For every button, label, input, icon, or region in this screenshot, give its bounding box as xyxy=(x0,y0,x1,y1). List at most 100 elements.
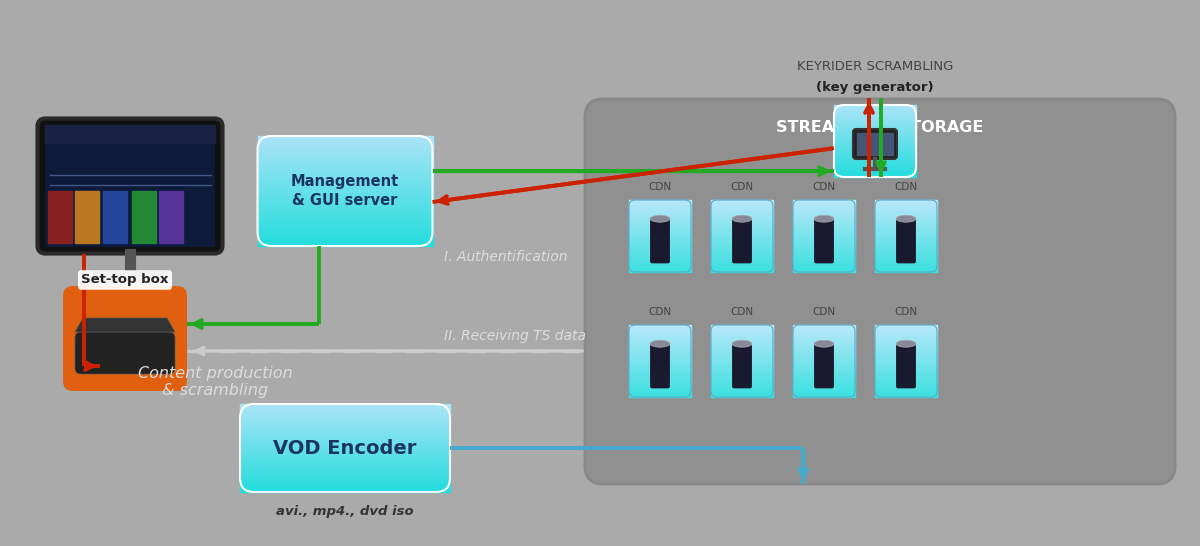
Bar xyxy=(258,166,432,169)
Bar xyxy=(875,207,937,209)
Bar xyxy=(240,435,450,437)
Bar xyxy=(710,330,773,332)
Bar xyxy=(875,384,937,386)
FancyBboxPatch shape xyxy=(896,219,916,263)
Bar xyxy=(629,352,691,354)
Bar xyxy=(834,137,916,139)
Ellipse shape xyxy=(896,340,916,347)
Bar xyxy=(793,256,856,258)
Bar xyxy=(710,211,773,212)
Bar xyxy=(793,212,856,215)
Bar xyxy=(875,395,937,397)
Bar xyxy=(875,234,937,236)
Text: CDN: CDN xyxy=(648,307,672,317)
Bar xyxy=(240,415,450,417)
Text: Content production
& scrambling: Content production & scrambling xyxy=(138,366,293,398)
Bar xyxy=(834,171,916,174)
Bar xyxy=(875,381,937,383)
Bar xyxy=(875,218,937,220)
Bar xyxy=(875,372,937,373)
Bar xyxy=(875,223,937,225)
Bar xyxy=(875,248,937,251)
Bar xyxy=(629,363,691,365)
Bar xyxy=(834,109,916,110)
Bar xyxy=(240,446,450,448)
Bar xyxy=(710,386,773,388)
Bar xyxy=(710,343,773,345)
Bar xyxy=(793,348,856,350)
Bar xyxy=(629,270,691,272)
Bar xyxy=(834,119,916,121)
Text: STREAMER & STORAGE: STREAMER & STORAGE xyxy=(776,120,984,134)
Bar xyxy=(258,207,432,210)
Bar xyxy=(629,256,691,258)
Bar xyxy=(76,191,100,242)
Text: CDN: CDN xyxy=(731,307,754,317)
Ellipse shape xyxy=(732,340,752,347)
Bar xyxy=(710,368,773,370)
Bar xyxy=(875,373,937,376)
Bar xyxy=(875,241,937,243)
Bar xyxy=(834,130,916,132)
Bar xyxy=(258,180,432,183)
Bar xyxy=(258,155,432,158)
Bar xyxy=(875,268,937,270)
Bar xyxy=(875,266,937,269)
Bar xyxy=(875,250,937,252)
Bar xyxy=(710,373,773,376)
Bar xyxy=(629,381,691,383)
Bar xyxy=(710,348,773,350)
Bar xyxy=(240,419,450,422)
Text: CDN: CDN xyxy=(894,307,918,317)
Bar xyxy=(629,336,691,337)
Bar xyxy=(629,232,691,234)
Bar xyxy=(793,390,856,391)
Bar xyxy=(240,437,450,439)
Bar xyxy=(629,393,691,395)
Bar xyxy=(240,417,450,419)
Ellipse shape xyxy=(650,340,670,347)
Bar xyxy=(258,221,432,224)
Bar xyxy=(875,391,937,394)
Bar xyxy=(629,345,691,347)
Bar xyxy=(710,359,773,361)
Bar xyxy=(258,177,432,180)
Bar xyxy=(710,346,773,348)
Text: CDN: CDN xyxy=(731,182,754,192)
Bar xyxy=(629,252,691,254)
Bar xyxy=(710,204,773,205)
Bar xyxy=(629,361,691,363)
Bar xyxy=(240,479,450,481)
Bar xyxy=(793,334,856,336)
Bar xyxy=(875,236,937,238)
Bar xyxy=(710,229,773,230)
Bar xyxy=(629,346,691,348)
Bar xyxy=(258,199,432,202)
Bar xyxy=(629,364,691,366)
Bar xyxy=(875,350,937,352)
Bar xyxy=(875,346,937,348)
Bar xyxy=(793,245,856,247)
Bar xyxy=(710,332,773,334)
Bar xyxy=(710,370,773,372)
Bar xyxy=(710,247,773,248)
Bar xyxy=(629,200,691,202)
Bar xyxy=(710,382,773,384)
Bar xyxy=(629,379,691,381)
Bar xyxy=(793,201,856,204)
Text: VOD Encoder: VOD Encoder xyxy=(274,438,416,458)
Bar xyxy=(629,265,691,266)
Bar xyxy=(834,144,916,146)
Bar xyxy=(793,268,856,270)
Bar xyxy=(834,146,916,148)
Bar xyxy=(875,238,937,240)
Bar xyxy=(710,336,773,337)
Bar xyxy=(875,332,937,334)
Text: CDN: CDN xyxy=(894,182,918,192)
Bar xyxy=(875,354,937,355)
Bar xyxy=(793,339,856,341)
Bar xyxy=(875,239,937,241)
Bar xyxy=(240,404,450,406)
Bar xyxy=(834,168,916,170)
Bar xyxy=(258,141,432,144)
